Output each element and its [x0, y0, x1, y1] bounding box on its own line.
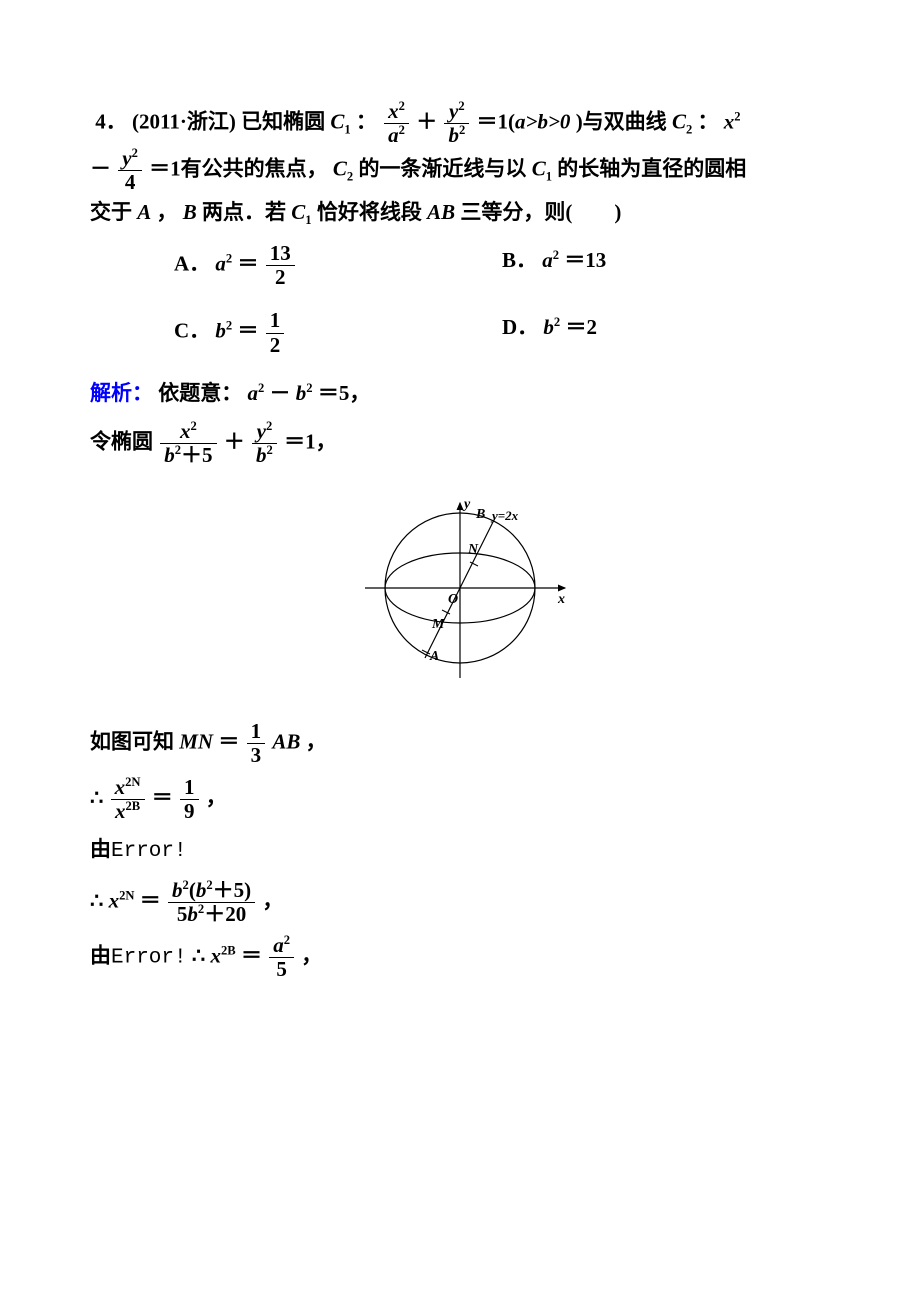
svg-text:x: x [557, 592, 565, 607]
svg-text:M: M [431, 617, 445, 632]
fraction-y2-4: y2 4 [118, 147, 142, 194]
option-a: A． a2 ＝ 13 2 [174, 242, 502, 289]
svg-text:B: B [475, 507, 485, 522]
ellipse-circle-diagram: O y x B y=2x N M A [340, 488, 580, 688]
solution-line-6: ∴ x2N ＝ b2(b2＋5) 5b2＋20 ， [90, 879, 830, 926]
svg-text:y: y [462, 497, 471, 512]
problem-number: 4． [95, 109, 127, 133]
fraction-x2-a2: x2 a2 [384, 100, 409, 147]
solution-label: 解析： [90, 382, 153, 405]
svg-text:A: A [429, 649, 439, 664]
option-b: B． a2 ＝13 [502, 242, 830, 289]
svg-text:O: O [448, 592, 458, 607]
svg-text:N: N [467, 542, 479, 557]
option-d: D． b2 ＝2 [502, 309, 830, 356]
solution-line-5: 由Error! [90, 831, 830, 871]
svg-text:y=2x: y=2x [490, 508, 519, 523]
solution-line-7: 由Error! ∴ x2B ＝ a2 5 ， [90, 934, 830, 981]
option-c: C． b2 ＝ 1 2 [174, 309, 502, 356]
fraction-y2-b2: y2 b2 [444, 100, 469, 147]
solution-line-1: 解析： 依题意： a2 － b2 ＝5， [90, 375, 830, 413]
solution-line-4: ∴ x2N x2B ＝ 1 9 ， [90, 776, 830, 823]
solution-line-3: 如图可知 MN ＝ 1 3 AB ， [90, 720, 830, 767]
figure-diagram: O y x B y=2x N M A [90, 488, 830, 701]
problem-statement: 4． (2011·浙江) 已知椭圆 C1 ： x2 a2 ＋ y2 b2 ＝1(… [90, 100, 830, 232]
page-container: 4． (2011·浙江) 已知椭圆 C1 ： x2 a2 ＋ y2 b2 ＝1(… [0, 0, 920, 1049]
problem-source: (2011·浙江) [132, 109, 236, 133]
options-block: A． a2 ＝ 13 2 B． a2 ＝13 C． b2 ＝ 1 2 D． b2… [174, 232, 830, 366]
solution-line-2: 令椭圆 x2 b2＋5 ＋ y2 b2 ＝1， [90, 420, 830, 467]
